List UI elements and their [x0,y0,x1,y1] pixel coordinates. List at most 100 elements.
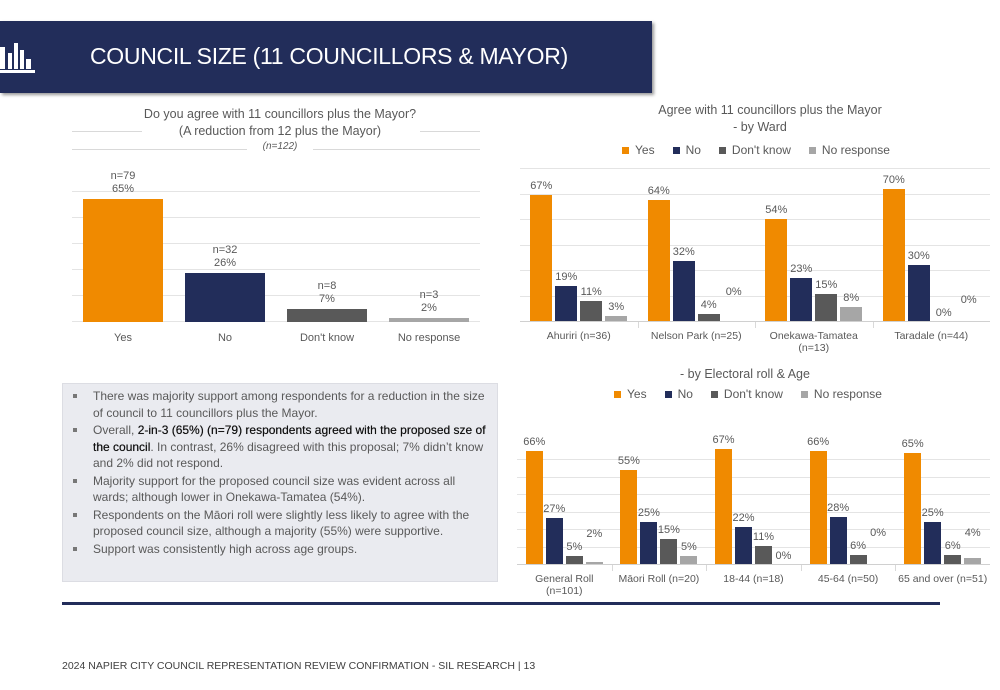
legend-item: No [672,143,701,157]
chart1-note: (n=122) [262,141,298,152]
legend-swatch [622,147,629,154]
legend-swatch [672,147,680,154]
value-label: 0% [935,307,952,319]
bar-yes [620,469,638,565]
chart2-title: Agree with 11 councillors plus the Mayor [658,103,882,117]
bar-no [829,516,847,565]
gridline [520,219,990,220]
value-label: 26% [213,256,237,269]
value-label: 65% [111,182,135,195]
value-label: 4% [700,299,717,312]
value-label: 6% [850,539,867,552]
category-label: 18-44 (n=18) [723,573,784,585]
ward-bar-chart: 67% 19% 11% 3% Ahuriri (n=36) 64% 32% 4% 0% Nelso… [520,168,990,354]
value-label: 6% [944,539,961,552]
value-label: 19% [555,270,578,283]
category-label: Nelson Park (n=25) [650,330,742,342]
value-label: 0% [960,294,977,306]
key-findings: There was majority support among respond… [62,383,498,582]
value-label: 55% [617,454,640,467]
bar-don-t-know [755,545,772,565]
legend-item: Yes [622,143,655,157]
group-separator [800,565,802,571]
gridline [517,476,990,478]
gridline [517,529,990,530]
bar-don-t-know [565,556,583,565]
gridline [520,168,990,169]
bar-don-t-know [287,308,367,322]
gridline [520,295,990,297]
category-label: 65 and over (n=51) [898,573,988,585]
category-label: No [217,332,233,344]
value-label: 0% [775,550,792,562]
legend-item: Yes [614,387,647,401]
bar-no [735,526,752,565]
gridline [72,295,480,296]
value-label: 28% [827,501,850,514]
value-label: 25% [921,506,944,519]
n-label: n=8 [317,279,337,292]
bar-yes [715,449,732,565]
overall-bar-chart: n=79 65% Yes n=32 26% No n=8 7% Don't know n=3 2% N… [72,165,480,344]
legend-swatch [808,147,816,154]
finding-5: Support was consistently high across age… [73,541,489,558]
bar-no [790,278,813,322]
legend-swatch [800,391,808,398]
bar-yes [882,189,905,322]
bar-no [924,521,942,565]
chart2-subtitle: - by Ward [733,120,787,134]
group-separator [755,322,756,328]
value-label: 2% [421,302,437,315]
n-label: n=79 [110,169,136,182]
value-label: 23% [790,263,813,276]
gridline [72,269,480,270]
group-separator [706,565,708,571]
category-label: General Roll (n=101) [535,573,594,597]
gridline [517,511,990,513]
value-label: 66% [807,435,830,448]
value-label: 7% [319,292,335,305]
finding-2: Overall, 2-in-3 (65%) (n=79) respondents… [73,422,489,472]
value-label: 5% [680,541,697,554]
value-label: 5% [566,541,583,554]
value-label: 11% [752,530,775,543]
group-separator [872,322,874,328]
bar-yes [647,200,670,322]
divider [62,602,940,605]
value-label: 0% [870,526,887,539]
bar-yes [809,450,827,565]
value-label: 67% [712,434,735,447]
gridline [520,244,990,246]
bar-no [907,265,930,322]
bar-yes [525,450,543,565]
category-label: Yes [114,332,132,344]
value-label: 64% [647,185,670,198]
gridline [72,321,480,322]
bar-don-t-know [849,554,867,565]
chart1-subtitle: (A reduction from 12 plus the Mayor) [178,124,382,138]
roll-age-bar-chart: 66% 27% 5% 2% General Roll (n=101) 55% 25% 15% 5… [517,425,990,597]
value-label: 27% [543,503,566,516]
value-label: 67% [530,179,553,192]
category-label: Don't know [299,332,355,344]
value-label: 0% [725,286,742,299]
legend-swatch [614,391,621,398]
value-label: 2% [586,528,603,541]
legend-item: Don't know [718,143,791,157]
n-label: n=3 [419,289,439,302]
bar-yes [83,198,163,322]
value-label: 65% [901,437,924,450]
bar-don-t-know [944,554,962,565]
axis-line [520,321,990,322]
roll-age-legend: Yes No Don't know No response [614,387,882,401]
bar-no-response [964,558,982,565]
bar-don-t-know [815,293,838,322]
bar-no-response [840,306,863,322]
group-separator [637,322,639,328]
n-label: n=32 [212,243,238,256]
category-label: Onekawa-Tamatea (n=13) [769,330,858,354]
value-label: 15% [815,278,838,291]
category-label: No response [397,332,461,344]
value-label: 8% [843,291,860,304]
value-label: 54% [765,204,788,217]
